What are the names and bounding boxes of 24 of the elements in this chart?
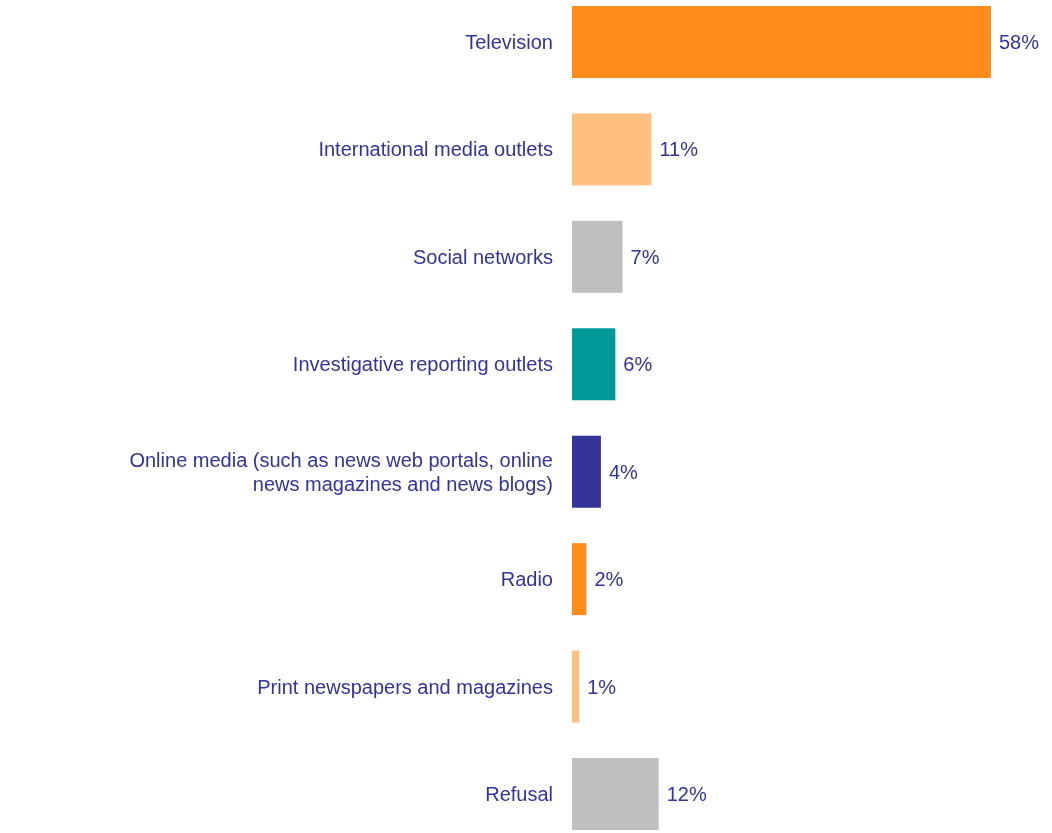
y-tick-label: Online media (such as news web portals, online news magazines and news blogs) xyxy=(129,448,553,495)
bar xyxy=(572,758,659,830)
data-label: 6% xyxy=(623,353,653,376)
data-label: 11% xyxy=(659,138,699,161)
bar xyxy=(572,328,616,401)
bar xyxy=(572,220,623,293)
data-label: 4% xyxy=(608,460,639,483)
data-label: 7% xyxy=(630,245,660,268)
y-tick-label: Television xyxy=(465,30,553,53)
y-tick-label: Investigative reporting outlets xyxy=(292,353,553,376)
bar xyxy=(572,113,652,186)
bar xyxy=(572,435,601,508)
data-label: 1% xyxy=(587,675,617,698)
y-tick-label: Radio xyxy=(500,568,553,591)
data-label: 12% xyxy=(666,783,707,806)
y-tick-label: Social networks xyxy=(412,245,553,268)
y-tick-label: Print newspapers and magazines xyxy=(257,675,553,698)
y-tick-label: Refusal xyxy=(485,783,553,806)
bar xyxy=(572,650,580,723)
data-label: 2% xyxy=(594,568,624,591)
bar xyxy=(572,6,991,78)
bar xyxy=(572,543,587,616)
data-label: 58% xyxy=(999,30,1040,53)
y-tick-label: International media outlets xyxy=(318,138,553,161)
